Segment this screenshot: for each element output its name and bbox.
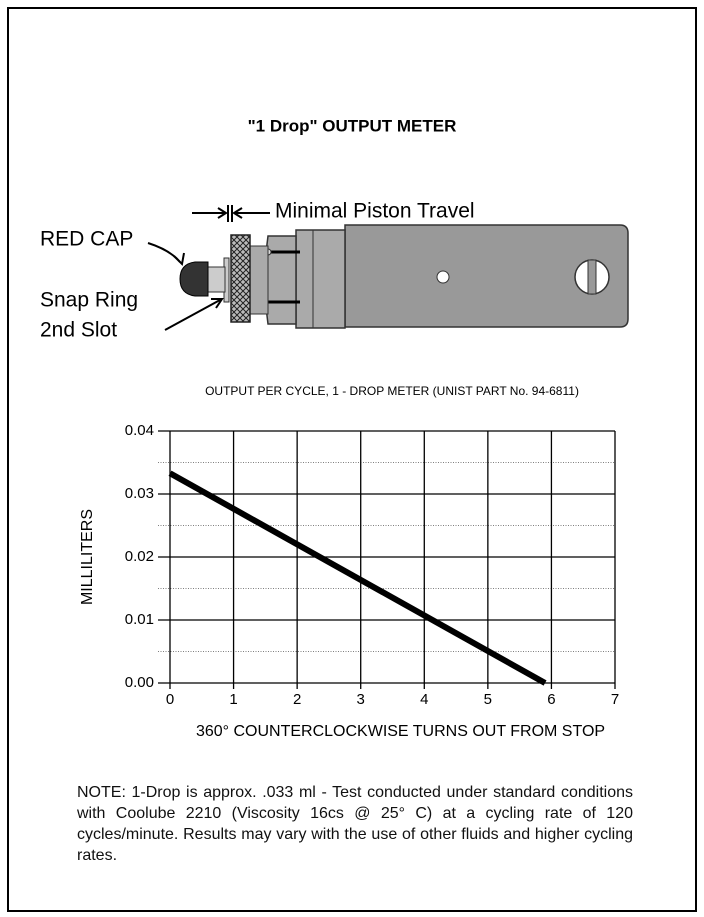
y-axis-label: MILLILITERS xyxy=(79,509,96,605)
page: "1 Drop" OUTPUT METER Minimal Piston Tra… xyxy=(0,0,704,917)
document: "1 Drop" OUTPUT METER Minimal Piston Tra… xyxy=(0,0,704,917)
y-tick-label: 0.01 xyxy=(125,611,154,628)
meter-diagram xyxy=(148,205,628,330)
y-tick-label: 0.02 xyxy=(125,548,154,565)
x-tick-label: 5 xyxy=(484,691,492,708)
ring-label: 2nd Slot xyxy=(40,319,117,342)
x-tick-label: 6 xyxy=(547,691,555,708)
x-tick-label: 4 xyxy=(420,691,428,708)
x-tick-label: 0 xyxy=(166,691,174,708)
ring-label: Snap Ring xyxy=(40,289,138,312)
x-tick-label: 2 xyxy=(293,691,301,708)
x-tick-label: 7 xyxy=(611,691,619,708)
travel-label: Minimal Piston Travel xyxy=(275,200,475,223)
x-tick-label: 1 xyxy=(229,691,237,708)
x-tick-label: 3 xyxy=(357,691,365,708)
chart-title: OUTPUT PER CYCLE, 1 - DROP METER (UNIST … xyxy=(205,384,579,398)
y-tick-label: 0.04 xyxy=(125,422,154,439)
cap-label: RED CAP xyxy=(40,228,133,251)
page-border xyxy=(8,8,696,911)
chart: OUTPUT PER CYCLE, 1 - DROP METER (UNIST … xyxy=(79,384,619,740)
x-axis-label: 360° COUNTERCLOCKWISE TURNS OUT FROM STO… xyxy=(196,723,605,740)
note: NOTE: 1-Drop is approx. .033 ml - Test c… xyxy=(77,782,633,866)
title: "1 Drop" OUTPUT METER xyxy=(248,116,457,135)
y-tick-label: 0.00 xyxy=(125,674,154,691)
y-tick-label: 0.03 xyxy=(125,485,154,502)
